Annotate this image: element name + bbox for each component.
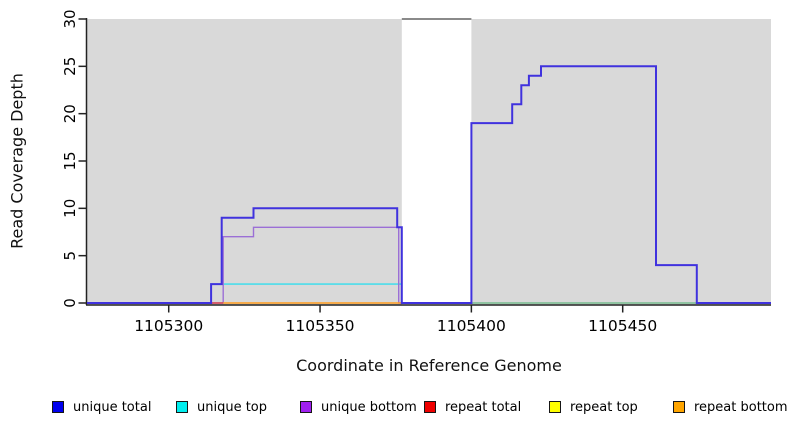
legend-swatch-repeat-total [424, 401, 436, 413]
series-unique-total [87, 65, 771, 304]
x-tick-label: 1105300 [134, 317, 203, 335]
x-axis-title: Coordinate in Reference Genome [296, 356, 562, 375]
legend-label: repeat total [445, 399, 522, 415]
legend-label: repeat bottom [694, 399, 788, 415]
x-tick-label: 1105350 [286, 317, 355, 335]
series-unique-bottom [87, 226, 771, 304]
y-tick-label: 10 [61, 199, 79, 218]
legend-item-repeat-top: repeat top [549, 397, 638, 417]
legend: unique total unique top unique bottom re… [0, 397, 792, 421]
x-tick-label: 1105450 [588, 317, 657, 335]
x-tick-label: 1105400 [437, 317, 506, 335]
y-axis-title: Read Coverage Depth [7, 73, 27, 249]
legend-swatch-unique-top [176, 401, 188, 413]
y-tick-label: 15 [61, 151, 79, 170]
y-tick-label: 30 [61, 9, 79, 28]
y-tick-label: 0 [61, 298, 79, 308]
shaded-region [471, 19, 771, 305]
legend-item-unique-top: unique top [176, 397, 267, 417]
legend-swatch-unique-bottom [300, 401, 312, 413]
legend-swatch-repeat-bottom [673, 401, 685, 413]
legend-item-unique-total: unique total [52, 397, 151, 417]
y-tick-label: 20 [61, 104, 79, 123]
legend-label: unique bottom [321, 399, 417, 415]
legend-swatch-unique-total [52, 401, 64, 413]
y-tick-label: 25 [61, 57, 79, 76]
legend-item-unique-bottom: unique bottom [300, 397, 417, 417]
legend-label: unique total [73, 399, 152, 415]
shaded-region [87, 19, 402, 305]
legend-label: repeat top [570, 399, 638, 415]
legend-swatch-repeat-top [549, 401, 561, 413]
legend-label: unique top [197, 399, 268, 415]
coverage-chart: 1105300 1105350 1105400 1105450 0 5 10 15 20 25 30 [61, 9, 771, 335]
legend-item-repeat-bottom: repeat bottom [673, 397, 788, 417]
legend-item-repeat-total: repeat total [424, 397, 521, 417]
y-tick-label: 5 [61, 251, 79, 261]
